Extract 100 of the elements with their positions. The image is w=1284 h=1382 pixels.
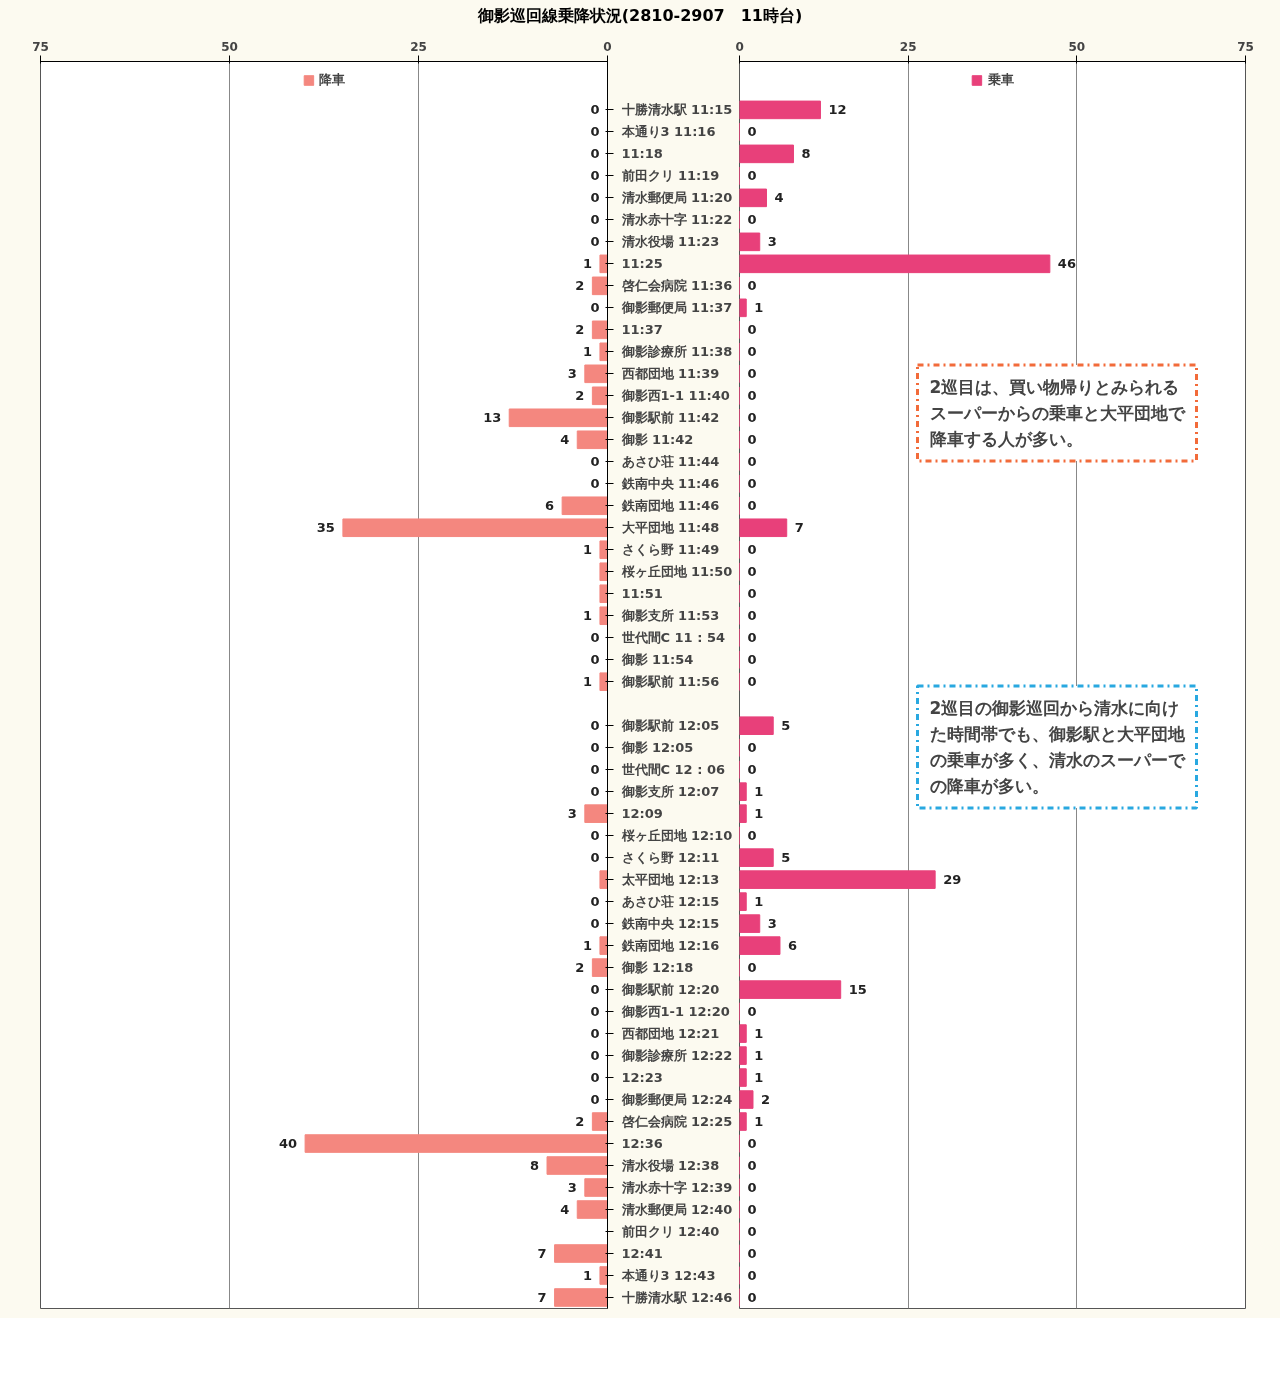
y-tick-label: 清水役場 12:38 (620, 1158, 720, 1174)
data-label: 0 (747, 740, 757, 756)
data-label: 1 (754, 300, 764, 316)
data-label: 0 (590, 1048, 600, 1064)
data-label: 0 (590, 454, 600, 470)
y-tick-label: 12:36 (621, 1136, 663, 1152)
y-tick-label: 啓仁会病院 11:36 (620, 278, 733, 294)
x-tick-label: 0 (603, 39, 612, 54)
y-tick-label: 世代間C 11 : 54 (620, 630, 725, 646)
y-tick-label: 世代間C 12 : 06 (620, 762, 725, 778)
data-label: 0 (747, 828, 757, 844)
data-label: 2 (575, 1114, 585, 1130)
y-tick-label: 鉄南団地 11:46 (620, 498, 720, 514)
data-label: 0 (747, 630, 757, 646)
data-label: 0 (747, 1136, 757, 1152)
y-tick-label: 十勝清水駅 11:15 (620, 102, 733, 118)
y-tick-label: さくら野 12:11 (621, 850, 720, 866)
y-tick-label: さくら野 11:49 (621, 542, 720, 558)
data-label: 0 (590, 212, 600, 228)
data-label: 4 (560, 432, 570, 448)
y-tick-label: 鉄南中央 11:46 (620, 476, 720, 492)
y-tick-label: 御影 11:54 (620, 652, 694, 668)
y-tick-label: 御影 11:42 (620, 432, 694, 448)
data-label: 0 (590, 1092, 600, 1108)
data-label: 7 (537, 1246, 547, 1262)
y-tick-label: 西都団地 12:21 (620, 1026, 720, 1042)
data-label: 40 (279, 1136, 298, 1152)
data-label: 0 (747, 674, 757, 690)
data-label: 4 (774, 190, 784, 206)
data-label: 15 (848, 982, 867, 998)
data-label: 0 (590, 1026, 600, 1042)
y-tick-label: 御影診療所 12:22 (620, 1048, 733, 1064)
data-label: 0 (747, 586, 757, 602)
data-label: 0 (747, 1004, 757, 1020)
y-tick-label: 前田クリ 12:40 (620, 1224, 720, 1240)
y-tick-label: 桜ヶ丘団地 11:50 (620, 564, 733, 580)
y-tick-label: 11:51 (621, 586, 663, 602)
legend-label: 乗車 (987, 71, 1014, 89)
y-tick-label: 御影郵便局 11:37 (620, 300, 733, 316)
data-label: 35 (316, 520, 335, 536)
data-label: 4 (560, 1202, 570, 1218)
y-tick-label: 御影西1-1 11:40 (620, 388, 730, 404)
data-label: 29 (943, 872, 962, 888)
data-label: 0 (747, 1290, 757, 1305)
x-tick-label: 50 (221, 39, 238, 54)
data-label: 0 (590, 1070, 600, 1086)
data-label: 0 (590, 784, 600, 800)
data-label: 0 (747, 652, 757, 668)
data-label: 5 (781, 850, 791, 866)
y-tick-label: 12:41 (621, 1246, 663, 1262)
y-tick-label: 西都団地 11:39 (620, 366, 720, 382)
y-tick-label: 御影駅前 12:20 (620, 982, 720, 998)
data-label: 0 (747, 322, 757, 338)
y-tick-label: 12:09 (621, 806, 663, 822)
data-label: 0 (747, 388, 757, 404)
y-tick-label: 御影診療所 11:38 (620, 344, 733, 360)
y-tick-label: 本通り3 12:43 (620, 1268, 716, 1284)
data-label: 0 (590, 1004, 600, 1020)
y-tick-label: 御影支所 12:07 (620, 784, 720, 800)
y-tick-label: 11:18 (621, 146, 663, 162)
data-label: 8 (801, 146, 811, 162)
y-tick-label: 11:37 (621, 322, 663, 338)
data-label: 1 (754, 1070, 764, 1086)
data-label: 1 (754, 1048, 764, 1064)
y-tick-label: あさひ荘 11:44 (621, 454, 720, 470)
data-label: 3 (567, 806, 577, 822)
y-tick-label: 清水役場 11:23 (620, 234, 720, 250)
data-label: 6 (787, 938, 798, 954)
data-label: 7 (794, 520, 804, 536)
data-label: 1 (754, 894, 764, 910)
annotation: 2巡目は、買い物帰りとみられるスーパーからの乗車と大平団地で降車する人が多い。 (929, 377, 1186, 449)
data-label: 0 (590, 168, 600, 184)
y-tick-label: 御影 12:05 (620, 740, 694, 756)
legend-label: 降車 (319, 71, 345, 89)
y-tick-label: 御影西1-1 12:20 (620, 1004, 730, 1020)
y-tick-label: 十勝清水駅 12:46 (620, 1290, 733, 1305)
data-label: 1 (754, 784, 764, 800)
data-label: 0 (747, 432, 757, 448)
y-tick-label: 清水赤十字 12:39 (620, 1180, 733, 1196)
data-label: 0 (747, 454, 757, 470)
data-label: 3 (567, 366, 577, 382)
data-label: 0 (590, 476, 600, 492)
x-tick-label: 0 (735, 39, 744, 54)
data-label: 0 (747, 498, 757, 514)
data-label: 0 (590, 894, 600, 910)
data-label: 3 (767, 916, 777, 932)
y-tick-label: 前田クリ 11:19 (620, 168, 720, 184)
data-label: 0 (747, 1268, 757, 1284)
x-tick-label: 50 (1068, 39, 1086, 54)
data-label: 0 (747, 1202, 757, 1218)
y-tick-label: 桜ヶ丘団地 12:10 (620, 828, 733, 844)
data-label: 0 (590, 828, 600, 844)
data-label: 0 (747, 762, 757, 778)
y-tick-label: あさひ荘 12:15 (621, 894, 720, 910)
data-label: 0 (747, 1180, 757, 1196)
data-label: 0 (747, 608, 757, 624)
data-label: 0 (590, 102, 600, 118)
x-tick-label: 25 (410, 39, 427, 54)
x-tick-label: 25 (899, 39, 917, 54)
y-tick-label: 本通り3 11:16 (620, 124, 716, 140)
